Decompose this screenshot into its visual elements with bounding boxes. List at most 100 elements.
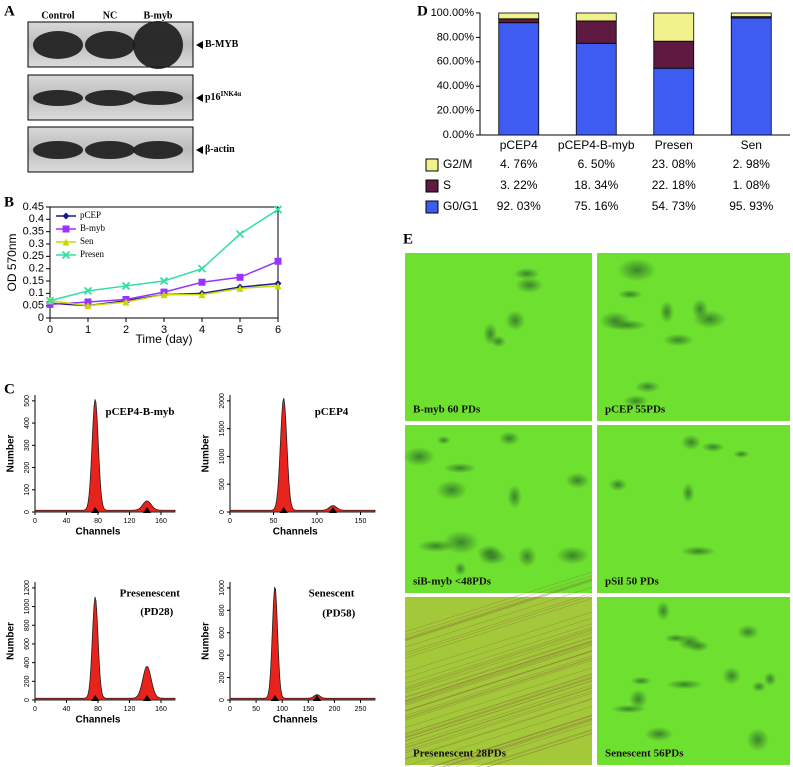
data-point: [83, 286, 93, 296]
panel-label: B: [4, 194, 14, 210]
y-axis-label: OD 570nm: [5, 233, 19, 291]
data-point: [84, 302, 92, 310]
y-tick-label: 0.1: [29, 287, 44, 299]
stained-cell: [659, 300, 674, 324]
y-tick-label: 400: [24, 657, 31, 669]
x-tick-label: 1: [85, 324, 91, 336]
stained-cell: [617, 258, 657, 282]
texture: [404, 688, 593, 749]
image-caption: pSil 50 PDs: [605, 576, 660, 588]
x-tick-label: 4: [199, 324, 205, 336]
texture: [404, 578, 593, 639]
stained-cell: [556, 546, 590, 565]
stained-cell: [681, 434, 701, 451]
stained-cell: [608, 478, 628, 492]
stained-cell: [435, 480, 468, 500]
y-tick-label: 100: [24, 484, 31, 496]
band-label-text: β-actin: [205, 144, 235, 155]
y-tick-label: 0.2: [29, 263, 44, 275]
y-tick-label: 1000: [219, 580, 226, 596]
plot-annotation: pCEP4-B-myb: [105, 406, 174, 418]
texture: [404, 623, 593, 684]
x-tick-label: 160: [155, 706, 167, 713]
stained-cell: [680, 546, 717, 557]
stained-cell: [417, 539, 455, 553]
stained-cell: [656, 600, 671, 621]
table-cell: 75. 16%: [574, 199, 618, 213]
lane-label: B-myb: [144, 10, 173, 21]
y-tick-label: 600: [219, 627, 226, 639]
x-axis-label: Channels: [75, 527, 120, 538]
texture: [404, 651, 593, 712]
band-label: β-actin: [205, 144, 235, 155]
axes: [34, 582, 175, 701]
stained-cell: [687, 640, 710, 652]
x-tick-label: 50: [270, 518, 278, 525]
legend-label: pCEP: [80, 210, 101, 220]
blot-band: [33, 90, 83, 106]
y-tick-label: 300: [24, 439, 31, 451]
stained-cell: [478, 549, 507, 565]
y-tick-label: 0.35: [23, 226, 44, 238]
y-tick-label: 200: [24, 675, 31, 687]
stained-cell: [629, 689, 648, 709]
plot-annotation: (PD28): [140, 606, 173, 618]
histogram: [34, 399, 176, 513]
texture: [404, 673, 593, 734]
texture: [404, 641, 593, 702]
y-tick-label: 1500: [219, 421, 226, 437]
x-tick-label: Presen: [655, 138, 693, 152]
stained-cell: [515, 277, 544, 294]
x-tick-label: 0: [33, 518, 37, 525]
stained-cell: [403, 447, 436, 467]
texture: [404, 592, 593, 654]
texture: [404, 692, 593, 754]
stained-cell: [436, 436, 451, 445]
texture: [404, 706, 593, 767]
y-tick-label: 2000: [219, 393, 226, 409]
texture: [431, 715, 593, 767]
stained-cell: [443, 463, 477, 474]
legend-label: G2/M: [443, 157, 472, 171]
y-tick-label: 1200: [24, 580, 31, 596]
x-tick-label: 6: [275, 324, 281, 336]
data-point: [235, 229, 245, 239]
x-tick-label: 0: [228, 706, 232, 713]
bar-segment: [730, 17, 772, 136]
table-cell: 54. 73%: [652, 199, 696, 213]
bar-segment: [498, 22, 540, 136]
image-caption: siB-myb <48PDs: [413, 576, 492, 588]
x-tick-label: 0: [228, 518, 232, 525]
texture: [474, 729, 593, 767]
stained-cell: [630, 676, 652, 686]
stained-cell: [634, 380, 661, 393]
x-tick-label: 80: [94, 706, 102, 713]
legend-label: B-myb: [80, 223, 106, 233]
stained-cell: [610, 704, 647, 714]
texture: [404, 628, 593, 690]
texture: [404, 595, 593, 656]
bar-segment: [575, 42, 617, 136]
legend-swatch: [425, 179, 439, 193]
texture: [404, 655, 593, 716]
texture: [454, 723, 593, 767]
y-tick-label: 0.25: [23, 250, 44, 262]
texture: [404, 632, 593, 693]
x-axis-label: Channels: [75, 715, 120, 726]
x-tick-label: Sen: [741, 138, 762, 152]
y-tick-label: 0.45: [23, 201, 44, 213]
table-cell: 95. 93%: [729, 199, 773, 213]
bar-segment: [575, 12, 617, 22]
x-tick-label: 150: [355, 518, 367, 525]
stained-cell: [746, 728, 770, 752]
x-axis-label: Time (day): [136, 332, 193, 346]
y-tick-label: 500: [24, 395, 31, 407]
table-cell: 6. 50%: [578, 157, 616, 171]
texture: [404, 580, 593, 642]
table-cell: 92. 03%: [497, 199, 541, 213]
y-tick-label: 60.00%: [437, 56, 475, 68]
texture: [404, 698, 593, 759]
x-tick-label: 100: [311, 518, 323, 525]
stained-cell: [518, 546, 537, 568]
legend-label: Sen: [80, 236, 94, 246]
